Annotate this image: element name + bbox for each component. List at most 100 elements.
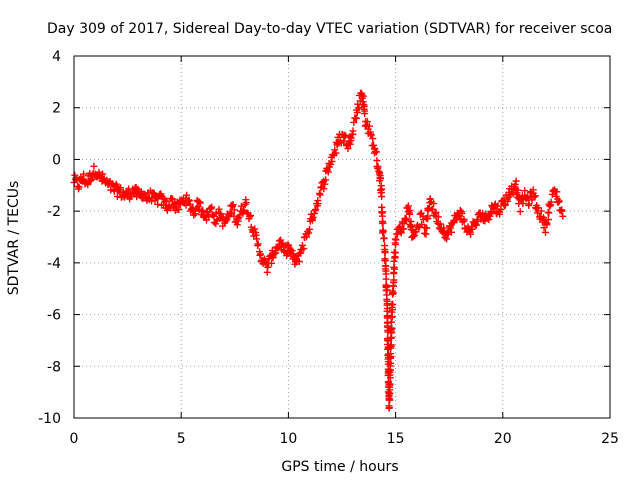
data-point <box>154 200 162 208</box>
x-tick-label: 20 <box>494 431 512 447</box>
data-point <box>195 198 203 206</box>
data-point <box>157 191 165 199</box>
data-point <box>383 291 391 299</box>
data-point <box>216 210 224 218</box>
data-point <box>421 229 429 237</box>
x-tick-label: 10 <box>279 431 297 447</box>
data-point <box>226 208 234 216</box>
data-point <box>322 176 330 184</box>
grid <box>74 56 610 418</box>
data-point <box>182 201 190 209</box>
data-point <box>246 213 254 221</box>
data-point <box>215 205 223 213</box>
data-point <box>434 213 442 221</box>
data-point <box>412 228 420 236</box>
data-point <box>367 131 375 139</box>
data-point <box>385 402 393 410</box>
data-point <box>309 214 317 221</box>
data-point <box>386 374 394 382</box>
data-point <box>386 396 394 404</box>
data-point <box>350 118 358 126</box>
data-point <box>407 218 415 225</box>
y-tick-label: 4 <box>52 49 61 65</box>
data-point <box>208 203 216 211</box>
data-point <box>84 181 92 189</box>
data-point <box>424 214 432 222</box>
data-point <box>285 242 293 249</box>
data-point <box>411 232 418 240</box>
y-tick-label: -10 <box>38 411 61 427</box>
data-point <box>380 235 388 243</box>
data-point <box>229 201 237 209</box>
data-point <box>288 247 296 255</box>
data-point <box>512 177 520 185</box>
x-tick-label: 5 <box>177 431 186 447</box>
x-tick-label: 15 <box>387 431 405 447</box>
data-point <box>377 175 384 182</box>
data-point <box>298 241 306 249</box>
data-point <box>305 229 313 237</box>
x-tick-label: 0 <box>70 431 79 447</box>
plot-frame <box>73 55 611 419</box>
data-point <box>247 212 255 219</box>
data-point <box>266 252 274 260</box>
data-point <box>355 104 363 112</box>
data-point <box>254 240 262 248</box>
data-point <box>314 200 322 208</box>
data-point <box>117 184 125 192</box>
data-point <box>468 225 476 233</box>
data-point <box>422 230 430 238</box>
data-point <box>361 110 369 118</box>
data-point <box>447 224 454 232</box>
data-point <box>460 217 468 225</box>
data-point <box>373 157 381 165</box>
data-point <box>386 389 394 397</box>
data-point <box>90 162 98 170</box>
data-point <box>496 210 504 218</box>
data-point <box>306 225 313 233</box>
data-point <box>237 202 245 210</box>
data-point <box>524 194 532 202</box>
data-point <box>386 362 394 370</box>
data-point <box>199 206 207 214</box>
data-point <box>280 247 288 255</box>
data-point <box>458 209 466 217</box>
data-point <box>75 183 83 191</box>
data-point <box>295 258 303 265</box>
data-point <box>378 208 386 216</box>
x-axis-label: GPS time / hours <box>281 459 398 475</box>
data-point <box>501 201 509 209</box>
data-point <box>287 246 295 254</box>
data-point <box>321 180 329 188</box>
data-point <box>242 199 250 207</box>
axis-ticks: 0 5 10 15 20 25 -10 -8 -6 -4 -2 0 2 4 <box>38 49 619 447</box>
data-point <box>352 114 360 122</box>
data-point <box>168 194 176 202</box>
data-point <box>80 170 88 178</box>
data-point <box>251 225 259 233</box>
data-point <box>429 205 437 213</box>
y-axis-label: SDTVAR / TECUs <box>6 181 22 296</box>
data-point <box>362 121 370 129</box>
x-tick-label: 25 <box>601 431 619 447</box>
data-point <box>392 236 400 244</box>
data-point <box>231 206 238 214</box>
data-point <box>175 206 183 213</box>
data-point <box>397 229 405 237</box>
data-point <box>504 197 512 205</box>
data-point <box>558 207 566 215</box>
data-point <box>332 149 340 157</box>
data-point <box>443 235 451 243</box>
data-point <box>431 209 439 217</box>
data-point <box>388 324 396 332</box>
data-point <box>390 279 397 286</box>
data-point <box>423 224 431 232</box>
y-tick-label: -4 <box>47 256 61 272</box>
data-point <box>531 192 539 200</box>
data-point <box>430 200 438 208</box>
data-point <box>342 132 350 140</box>
y-tick-label: -2 <box>47 204 61 220</box>
chart-title: Day 309 of 2017, Sidereal Day-to-day VTE… <box>47 21 612 37</box>
data-point <box>553 188 561 196</box>
